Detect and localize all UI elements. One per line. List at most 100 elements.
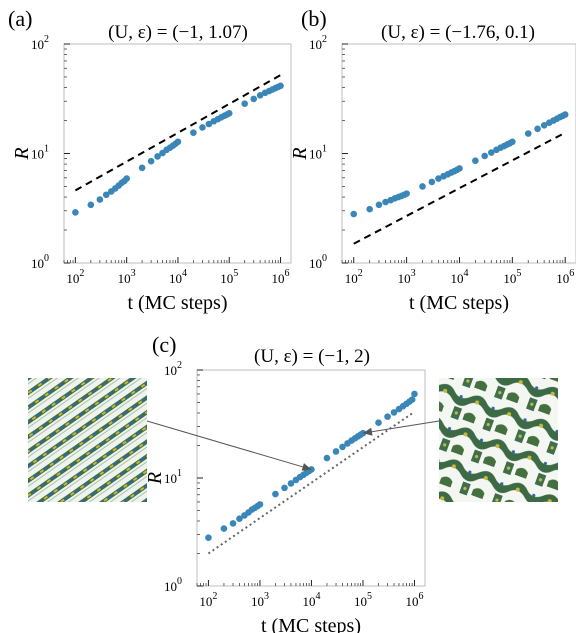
chart-title: (U, ε) = (−1, 1.07)	[108, 22, 248, 43]
data-point	[250, 95, 258, 103]
snapshot-late-arrow-head	[362, 427, 373, 436]
data-point	[487, 149, 495, 156]
x-tick-label: 106	[405, 591, 423, 609]
panel-label: (a)	[8, 6, 32, 31]
y-tick-label: 101	[31, 144, 49, 162]
y-tick-label: 100	[31, 253, 49, 271]
data-point	[241, 100, 248, 107]
data-point	[375, 419, 382, 427]
data-point	[390, 409, 398, 416]
data-point	[411, 390, 418, 398]
x-tick-label: 103	[251, 591, 269, 609]
x-tick-label: 103	[118, 268, 136, 286]
y-tick-label: 102	[309, 34, 327, 52]
data-point	[277, 82, 284, 90]
data-point	[72, 209, 79, 216]
x-tick-label: 102	[66, 268, 84, 286]
data-point	[534, 125, 541, 133]
data-point	[147, 157, 155, 165]
data-point	[199, 124, 206, 131]
data-point	[540, 121, 548, 129]
y-tick-label: 102	[31, 34, 49, 52]
snapshot-early-image	[28, 378, 147, 502]
panel-a: (a) (U, ε) = (−1, 1.07) 102 103 104 105 106 100…	[8, 6, 292, 314]
x-axis-label: t (MC steps)	[128, 292, 228, 314]
x-tick-label: 102	[199, 591, 217, 609]
data-point	[256, 92, 264, 99]
power-law-guide-line	[353, 131, 566, 245]
x-tick-label: 104	[450, 268, 468, 286]
power-law-guide-line	[207, 410, 416, 555]
panel-label: (b)	[301, 6, 327, 31]
x-tick-label: 105	[220, 268, 238, 286]
data-point	[419, 183, 426, 190]
data-point	[174, 138, 182, 146]
data-point	[408, 396, 416, 403]
x-tick-label: 102	[345, 268, 363, 286]
data-point	[308, 466, 315, 473]
plot-frame	[63, 43, 292, 264]
data-point	[382, 198, 389, 206]
snapshot-late-arrow-line	[362, 420, 440, 434]
plot-frame	[196, 369, 426, 587]
snapshot-late-image	[439, 378, 558, 502]
x-tick-label: 104	[169, 268, 187, 286]
power-law-guide-line	[74, 74, 282, 192]
y-axis-label: R	[11, 147, 33, 160]
data-point	[435, 175, 442, 182]
data-point	[96, 196, 104, 203]
y-tick-label: 102	[164, 360, 182, 378]
data-point	[323, 454, 331, 462]
data-point	[229, 520, 237, 527]
panel-c: (c) (U, ε) = (−1, 2) 102 103 104 105 106 100 101…	[144, 332, 426, 633]
data-point	[138, 164, 146, 172]
x-axis-label: t (MC steps)	[261, 615, 361, 633]
data-point	[190, 129, 197, 136]
x-tick-label: 105	[354, 591, 372, 609]
x-tick-label: 103	[398, 268, 416, 286]
data-point	[205, 534, 212, 542]
data-point	[403, 190, 410, 197]
data-point	[456, 165, 463, 172]
y-axis-label: R	[289, 147, 311, 160]
data-point	[481, 152, 488, 160]
panel-b: (b) (U, ε) = (−1.76, 0.1) 102 103 104 105 106 1…	[289, 6, 576, 314]
x-tick-label: 106	[556, 268, 574, 286]
x-tick-label: 104	[302, 591, 320, 609]
y-tick-label: 101	[164, 468, 182, 486]
data-point	[375, 201, 383, 209]
y-tick-label: 101	[309, 144, 327, 162]
data-point	[205, 120, 213, 128]
data-point	[256, 501, 264, 508]
data-point	[220, 525, 228, 532]
snapshot-early-arrow-head	[301, 463, 312, 471]
snapshot-arrows	[146, 420, 440, 471]
y-axis-label: R	[144, 472, 166, 485]
data-point	[332, 448, 340, 455]
data-point	[287, 480, 295, 487]
data-point	[272, 490, 279, 498]
data-point	[384, 413, 391, 420]
data-point	[236, 515, 243, 522]
chart-title: (U, ε) = (−1.76, 0.1)	[381, 22, 535, 43]
x-tick-label: 106	[272, 268, 290, 286]
x-tick-label: 105	[503, 268, 521, 286]
y-tick-label: 100	[164, 576, 182, 594]
data-point	[350, 210, 358, 218]
data-point	[472, 157, 479, 164]
y-tick-label: 100	[309, 253, 327, 271]
x-axis-label: t (MC steps)	[409, 292, 509, 314]
data-point	[339, 443, 346, 451]
data-point	[154, 153, 161, 160]
data-point	[561, 111, 569, 118]
data-point	[509, 138, 516, 146]
data-point	[87, 201, 95, 209]
data-point	[366, 205, 373, 213]
data-point	[123, 175, 130, 182]
plot-frame	[341, 43, 576, 264]
data-point	[281, 484, 288, 492]
data-point	[428, 178, 436, 186]
chart-title: (U, ε) = (−1, 2)	[254, 346, 370, 367]
snapshot-early-arrow-line	[146, 420, 312, 470]
